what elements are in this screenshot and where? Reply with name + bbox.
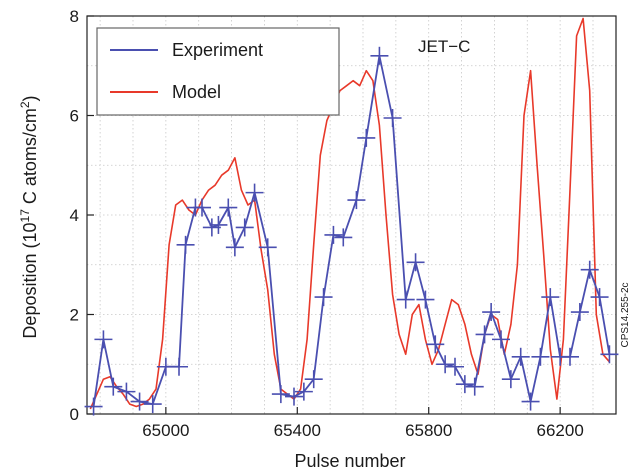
experiment-point	[600, 345, 619, 364]
experiment-point	[370, 46, 389, 65]
experiment-point	[334, 228, 353, 247]
experiment-point	[501, 370, 520, 389]
experiment-point	[347, 191, 366, 210]
y-tick-label: 6	[70, 107, 79, 126]
x-axis-label: Pulse number	[294, 451, 405, 471]
y-tick-label: 0	[70, 405, 79, 424]
x-tick-label: 66200	[537, 421, 584, 440]
experiment-point	[94, 330, 113, 349]
experiment-point	[426, 335, 445, 354]
experiment-point	[285, 387, 303, 406]
experiment-series	[84, 46, 619, 416]
experiment-point	[104, 377, 123, 396]
experiment-point	[416, 290, 435, 309]
experiment-point	[521, 392, 540, 411]
model-line	[89, 17, 611, 410]
legend-model-label: Model	[172, 82, 221, 102]
experiment-point	[383, 108, 402, 127]
x-tick-label: 65800	[405, 421, 452, 440]
experiment-point	[143, 395, 162, 414]
y-axis-label: Deposition (1017 C atoms/cm2)	[18, 95, 40, 338]
x-tick-label: 65400	[274, 421, 321, 440]
experiment-point	[531, 347, 550, 366]
experiment-point	[492, 330, 510, 349]
experiment-point	[482, 303, 501, 322]
experiment-point	[271, 385, 290, 404]
experiment-point	[209, 215, 228, 234]
experiment-point	[117, 382, 136, 401]
experiment-point	[84, 397, 103, 416]
experiment-point	[219, 198, 238, 217]
experiment-point	[446, 357, 464, 376]
experiment-point	[170, 357, 188, 376]
y-tick-label: 2	[70, 306, 79, 325]
annotation-jet-c: JET−C	[418, 37, 470, 56]
figure-code: CPS14.255-2c	[620, 282, 631, 347]
model-series	[89, 17, 611, 410]
experiment-point	[455, 375, 474, 394]
x-tick-label: 65000	[142, 421, 189, 440]
experiment-point	[396, 290, 415, 309]
experiment-point	[436, 355, 455, 374]
legend-box	[96, 27, 340, 116]
experiment-point	[225, 238, 244, 257]
experiment-point	[235, 218, 254, 237]
experiment-point	[580, 260, 599, 279]
y-tick-label: 8	[70, 7, 79, 26]
experiment-point	[465, 377, 484, 396]
experiment-point	[570, 303, 589, 322]
experiment-point	[561, 347, 579, 366]
y-tick-labels: 0 2 4 6 8	[70, 7, 79, 424]
experiment-point	[130, 392, 149, 411]
experiment-point	[324, 225, 343, 244]
experiment-point	[245, 183, 264, 202]
experiment-point	[314, 288, 333, 307]
experiment-point	[406, 253, 425, 272]
experiment-point	[176, 235, 195, 254]
experiment-point	[294, 382, 313, 401]
legend-experiment-label: Experiment	[172, 40, 263, 60]
legend: Experiment Model	[96, 27, 340, 116]
grid	[87, 16, 616, 414]
experiment-point	[475, 325, 494, 344]
axis-ticks	[87, 15, 561, 415]
experiment-point	[541, 288, 560, 307]
experiment-point	[511, 347, 530, 366]
x-tick-labels: 65000 65400 65800 66200	[142, 421, 584, 440]
experiment-point	[193, 198, 211, 217]
y-tick-label: 4	[70, 206, 79, 225]
experiment-point	[357, 128, 376, 147]
experiment-point	[258, 238, 277, 257]
experiment-point	[590, 288, 609, 307]
experiment-point	[304, 370, 323, 389]
